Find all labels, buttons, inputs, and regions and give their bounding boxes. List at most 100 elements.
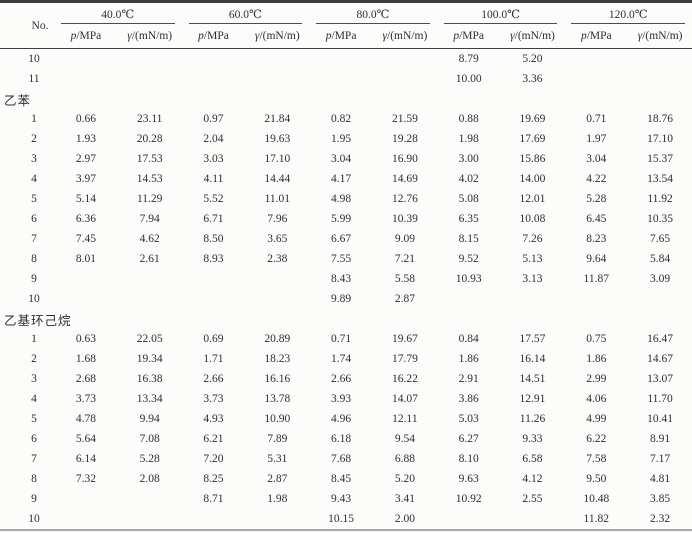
pressure-value: 4.96 — [331, 413, 352, 425]
surface-tension-value: 3.36 — [522, 73, 543, 85]
pressure-symbol: p — [580, 30, 587, 42]
pressure-value: 3.00 — [458, 153, 479, 165]
surface-tension-value: 22.05 — [136, 333, 163, 345]
surface-tension-value: 18.76 — [647, 113, 674, 125]
pressure-value: 9.43 — [331, 493, 352, 505]
table-header: No. 40.0℃ 60.0℃ 80.0℃ 100.0℃ 120.0℃ p/MP… — [0, 1, 692, 49]
pressure-value: 10.15 — [328, 513, 355, 525]
surface-tension-value: 6.88 — [394, 453, 415, 465]
surface-tension-value — [373, 69, 437, 89]
tension-symbol: γ — [254, 30, 260, 42]
pressure-value: 0.97 — [203, 113, 224, 125]
row-number: 4 — [31, 173, 37, 185]
pressure-value: 8.23 — [586, 233, 607, 245]
pressure-value: 8.79 — [458, 53, 479, 65]
surface-tension-value: 13.34 — [136, 393, 163, 405]
surface-tension-value — [245, 69, 309, 89]
pressure-value — [54, 269, 118, 289]
surface-tension-value: 11.29 — [136, 193, 163, 205]
row-number: 3 — [31, 153, 37, 165]
surface-tension-value — [118, 269, 182, 289]
pressure-value — [564, 289, 628, 309]
pressure-value: 5.28 — [586, 193, 607, 205]
pressure-value: 9.52 — [458, 253, 479, 265]
section-label: 乙苯 — [4, 93, 32, 108]
pressure-value: 3.04 — [331, 153, 352, 165]
surface-tension-value: 2.38 — [267, 253, 288, 265]
surface-tension-value: 3.41 — [394, 493, 415, 505]
temp-label: 80.0℃ — [356, 8, 390, 21]
pressure-value: 10.00 — [455, 73, 482, 85]
tension-unit: /(mN/m) — [387, 30, 428, 42]
pressure-value — [182, 509, 246, 530]
section-row: 乙基环己烷 — [0, 309, 692, 329]
pressure-value: 0.63 — [75, 333, 96, 345]
pressure-value: 1.93 — [75, 133, 96, 145]
pressure-value: 10.92 — [455, 493, 482, 505]
row-number: 6 — [31, 213, 37, 225]
table-row: 3 2.68 16.38 2.66 16.16 2.66 16.22 2.91 14.51 2.9… — [0, 369, 692, 389]
pressure-value: 4.17 — [331, 173, 352, 185]
pressure-value: 8.25 — [203, 473, 224, 485]
pressure-column-header: p/MPa — [54, 24, 118, 49]
surface-tension-value: 16.47 — [647, 333, 674, 345]
pressure-value: 3.03 — [203, 153, 224, 165]
tension-symbol: γ — [637, 30, 643, 42]
surface-tension-value: 3.09 — [650, 273, 671, 285]
table-row: 9 8.71 1.98 9.43 3.41 10.92 2.55 10.48 3.85 — [0, 489, 692, 509]
pressure-value: 6.45 — [586, 213, 607, 225]
surface-tension-value: 5.58 — [394, 273, 415, 285]
surface-tension-value: 20.89 — [264, 333, 291, 345]
pressure-value: 7.45 — [75, 233, 96, 245]
surface-tension-value: 14.51 — [519, 373, 546, 385]
surface-tension-value: 16.22 — [391, 373, 418, 385]
pressure-value: 8.71 — [203, 493, 224, 505]
surface-tension-value: 9.09 — [394, 233, 415, 245]
pressure-value: 6.67 — [331, 233, 352, 245]
surface-tension-value: 23.11 — [136, 113, 163, 125]
pressure-value: 4.11 — [203, 173, 224, 185]
pressure-value: 3.93 — [331, 393, 352, 405]
row-number: 6 — [31, 433, 37, 445]
surface-tension-value — [118, 489, 182, 509]
pressure-unit: /MPa — [586, 30, 612, 42]
pressure-value: 0.82 — [331, 113, 352, 125]
pressure-value: 4.98 — [331, 193, 352, 205]
table-row: 7 6.14 5.28 7.20 5.31 7.68 6.88 8.10 6.58 7.58 7.1… — [0, 449, 692, 469]
table-row: 2 1.93 20.28 2.04 19.63 1.95 19.28 1.98 17.69 1.9… — [0, 129, 692, 149]
header-row-units: p/MPa γ/(mN/m) p/MPa γ/(mN/m) p/MPa γ/(m… — [0, 24, 692, 49]
pressure-unit: /MPa — [76, 30, 102, 42]
row-number: 10 — [28, 53, 40, 65]
pressure-value: 3.04 — [586, 153, 607, 165]
pressure-column-header: p/MPa — [309, 24, 373, 49]
surface-tension-value: 14.67 — [647, 353, 674, 365]
pressure-value: 8.45 — [331, 473, 352, 485]
surface-tension-value — [118, 69, 182, 89]
pressure-value: 6.35 — [458, 213, 479, 225]
pressure-value: 9.89 — [331, 293, 352, 305]
pressure-value: 8.15 — [458, 233, 479, 245]
surface-tension-value: 15.37 — [647, 153, 674, 165]
surface-tension-value: 7.96 — [267, 213, 288, 225]
surface-tension-value: 2.87 — [267, 473, 288, 485]
surface-tension-value: 17.10 — [264, 153, 291, 165]
row-number: 9 — [31, 273, 37, 285]
surface-tension-value: 12.01 — [519, 193, 546, 205]
pressure-value: 8.10 — [458, 453, 479, 465]
pressure-value: 2.97 — [75, 153, 96, 165]
surface-tension-value: 17.53 — [136, 153, 163, 165]
pressure-symbol: p — [325, 30, 332, 42]
pressure-value: 10.93 — [455, 273, 482, 285]
pressure-value: 4.93 — [203, 413, 224, 425]
pressure-symbol: p — [70, 30, 77, 42]
table-row: 8 7.32 2.08 8.25 2.87 8.45 5.20 9.63 4.12 9.50 4.8… — [0, 469, 692, 489]
pressure-value — [182, 269, 246, 289]
surface-tension-value: 5.31 — [267, 453, 288, 465]
temp-group-header-120: 120.0℃ — [564, 2, 692, 25]
pressure-value: 5.08 — [458, 193, 479, 205]
surface-tension-value: 7.89 — [267, 433, 288, 445]
table-row: 2 1.68 19.34 1.71 18.23 1.74 17.79 1.86 16.14 1.8… — [0, 349, 692, 369]
surface-tension-value: 18.23 — [264, 353, 291, 365]
surface-tension-value: 16.38 — [136, 373, 163, 385]
row-number: 5 — [31, 193, 37, 205]
